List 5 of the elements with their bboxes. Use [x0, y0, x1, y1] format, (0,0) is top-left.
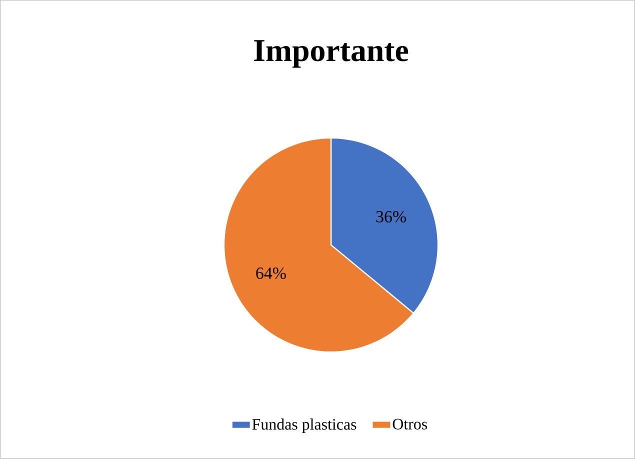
data-label: 36%: [376, 211, 406, 222]
legend-label: Otros: [392, 418, 428, 430]
data-label: 64%: [256, 268, 286, 280]
chart-title: Importante: [254, 40, 408, 68]
legend-label: Fundas plasticas: [252, 418, 356, 433]
